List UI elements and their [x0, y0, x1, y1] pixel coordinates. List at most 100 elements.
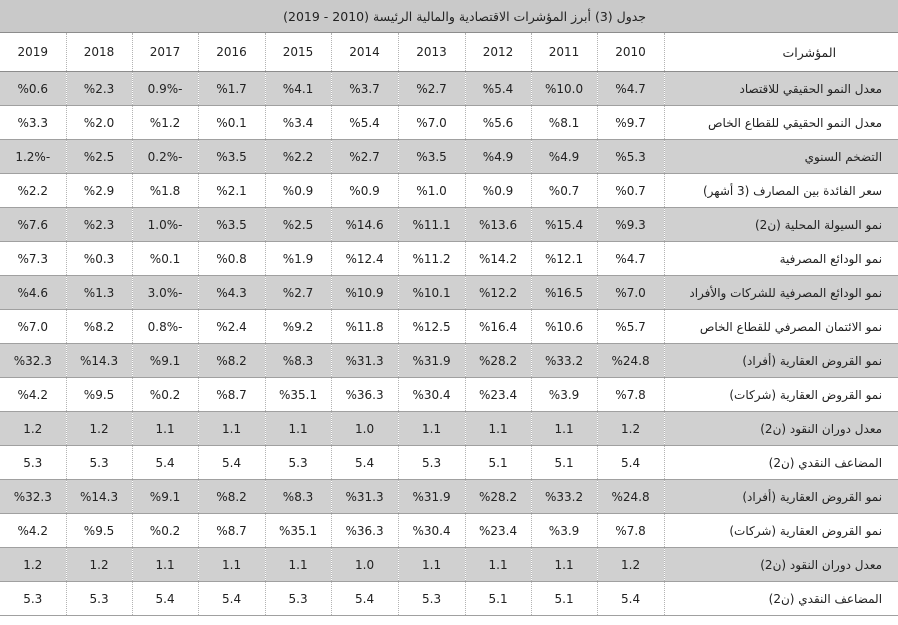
- value-cell: %5.6: [464, 105, 532, 140]
- value-cell: %0.7: [530, 173, 598, 208]
- value-cell: %0.9: [264, 173, 332, 208]
- table-row: نمو السيولة المحلية (ن2) %9.3 %15.4 %13.6 %1…: [0, 207, 898, 242]
- year-column-header: 2017: [131, 32, 199, 72]
- value-cell: %9.1: [131, 343, 199, 378]
- value-cell: -0.2%: [131, 139, 199, 174]
- indicator-label: سعر الفائدة بين المصارف (3 أشهر): [663, 173, 898, 208]
- value-cell: %30.4: [397, 513, 466, 548]
- value-cell: 5.1: [464, 581, 532, 616]
- value-cell: %14.6: [330, 207, 399, 242]
- year-column-header: 2012: [464, 32, 532, 72]
- table-title-row: جدول (3) أبرز المؤشرات الاقتصادية والمال…: [0, 0, 898, 33]
- value-cell: %4.1: [264, 71, 332, 106]
- table-row: المضاعف النقدي (ن2) 5.4 5.1 5.1 5.3 5.4 5.3 5.4…: [0, 445, 898, 480]
- indicator-label: نمو الائتمان المصرفي للقطاع الخاص: [663, 309, 898, 344]
- value-cell: 1.1: [264, 547, 332, 582]
- indicator-label: نمو القروض العقارية (أفراد): [663, 343, 898, 378]
- indicator-label: المضاعف النقدي (ن2): [663, 445, 898, 480]
- year-column-header: 2014: [330, 32, 399, 72]
- value-cell: 5.4: [131, 581, 199, 616]
- value-cell: %1.7: [197, 71, 266, 106]
- value-cell: %2.3: [65, 207, 133, 242]
- value-cell: %3.9: [530, 377, 598, 412]
- value-cell: %8.7: [197, 513, 266, 548]
- value-cell: %0.1: [197, 105, 266, 140]
- year-column-header: 2015: [264, 32, 332, 72]
- value-cell: 5.4: [330, 581, 399, 616]
- value-cell: %31.9: [397, 343, 466, 378]
- value-cell: %3.9: [530, 513, 598, 548]
- value-cell: %2.5: [65, 139, 133, 174]
- table-row: معدل النمو الحقيقي للقطاع الخاص %9.7 %8.1%…: [0, 105, 898, 140]
- value-cell: %8.2: [197, 479, 266, 514]
- value-cell: %5.4: [464, 71, 532, 106]
- value-cell: %7.0: [0, 309, 67, 344]
- value-cell: %31.3: [330, 479, 399, 514]
- value-cell: %0.8: [197, 241, 266, 276]
- value-cell: %12.5: [397, 309, 466, 344]
- indicator-label: معدل النمو الحقيقي للقطاع الخاص: [663, 105, 898, 140]
- value-cell: %8.2: [197, 343, 266, 378]
- value-cell: %10.9: [330, 275, 399, 310]
- value-cell: %28.2: [464, 479, 532, 514]
- value-cell: 1.2: [0, 547, 67, 582]
- indicator-label: نمو السيولة المحلية (ن2): [663, 207, 898, 242]
- table-row: سعر الفائدة بين المصارف (3 أشهر) %0.7 %0.7…: [0, 173, 898, 208]
- value-cell: 1.0: [330, 547, 399, 582]
- value-cell: 1.0: [330, 411, 399, 446]
- value-cell: %3.5: [397, 139, 466, 174]
- value-cell: %2.5: [264, 207, 332, 242]
- year-column-header: 2011: [530, 32, 598, 72]
- value-cell: 1.1: [397, 547, 466, 582]
- value-cell: %0.9: [464, 173, 532, 208]
- value-cell: %1.3: [65, 275, 133, 310]
- year-column-header: 2018: [65, 32, 133, 72]
- value-cell: %2.4: [197, 309, 266, 344]
- value-cell: %4.6: [0, 275, 67, 310]
- value-cell: %0.7: [596, 173, 665, 208]
- value-cell: %0.3: [65, 241, 133, 276]
- value-cell: %7.8: [596, 377, 665, 412]
- value-cell: 1.1: [264, 411, 332, 446]
- value-cell: %16.4: [464, 309, 532, 344]
- table-row: التضخم السنوي %5.3 %4.9 %4.9 %3.5 %2.7 %2.2 %3.…: [0, 139, 898, 174]
- value-cell: 1.1: [197, 411, 266, 446]
- value-cell: %1.9: [264, 241, 332, 276]
- value-cell: -0.8%: [131, 309, 199, 344]
- value-cell: 1.2: [596, 411, 665, 446]
- value-cell: 5.4: [596, 581, 665, 616]
- value-cell: %7.8: [596, 513, 665, 548]
- value-cell: %2.2: [0, 173, 67, 208]
- value-cell: %7.3: [0, 241, 67, 276]
- table-header-row: المؤشرات 2010 2011 2012 2013 2014 2015 2016 201…: [0, 32, 898, 72]
- value-cell: 1.1: [464, 411, 532, 446]
- value-cell: %1.2: [131, 105, 199, 140]
- value-cell: 5.1: [530, 445, 598, 480]
- value-cell: %0.1: [131, 241, 199, 276]
- table-row: نمو القروض العقارية (شركات) %7.8 %3.9 %23.4…: [0, 513, 898, 548]
- value-cell: 5.3: [397, 445, 466, 480]
- value-cell: %3.7: [330, 71, 399, 106]
- value-cell: -0.9%: [131, 71, 199, 106]
- value-cell: %7.0: [596, 275, 665, 310]
- table-row: معدل النمو الحقيقي للاقتصاد %4.7 %10.0 %5.4…: [0, 71, 898, 106]
- indicator-label: نمو الودائع المصرفية للشركات والأفراد: [663, 275, 898, 310]
- value-cell: %9.5: [65, 513, 133, 548]
- value-cell: 5.3: [0, 581, 67, 616]
- value-cell: %9.5: [65, 377, 133, 412]
- value-cell: %8.3: [264, 343, 332, 378]
- value-cell: 1.1: [530, 547, 598, 582]
- value-cell: %4.9: [464, 139, 532, 174]
- value-cell: %1.8: [131, 173, 199, 208]
- value-cell: %35.1: [264, 513, 332, 548]
- table-row: نمو الودائع المصرفية %4.7 %12.1 %14.2 %11.2%…: [0, 241, 898, 276]
- value-cell: %2.7: [330, 139, 399, 174]
- year-column-header: 2013: [397, 32, 466, 72]
- value-cell: %3.3: [0, 105, 67, 140]
- value-cell: %12.1: [530, 241, 598, 276]
- value-cell: %4.7: [596, 71, 665, 106]
- year-column-header: 2010: [596, 32, 665, 72]
- value-cell: %23.4: [464, 513, 532, 548]
